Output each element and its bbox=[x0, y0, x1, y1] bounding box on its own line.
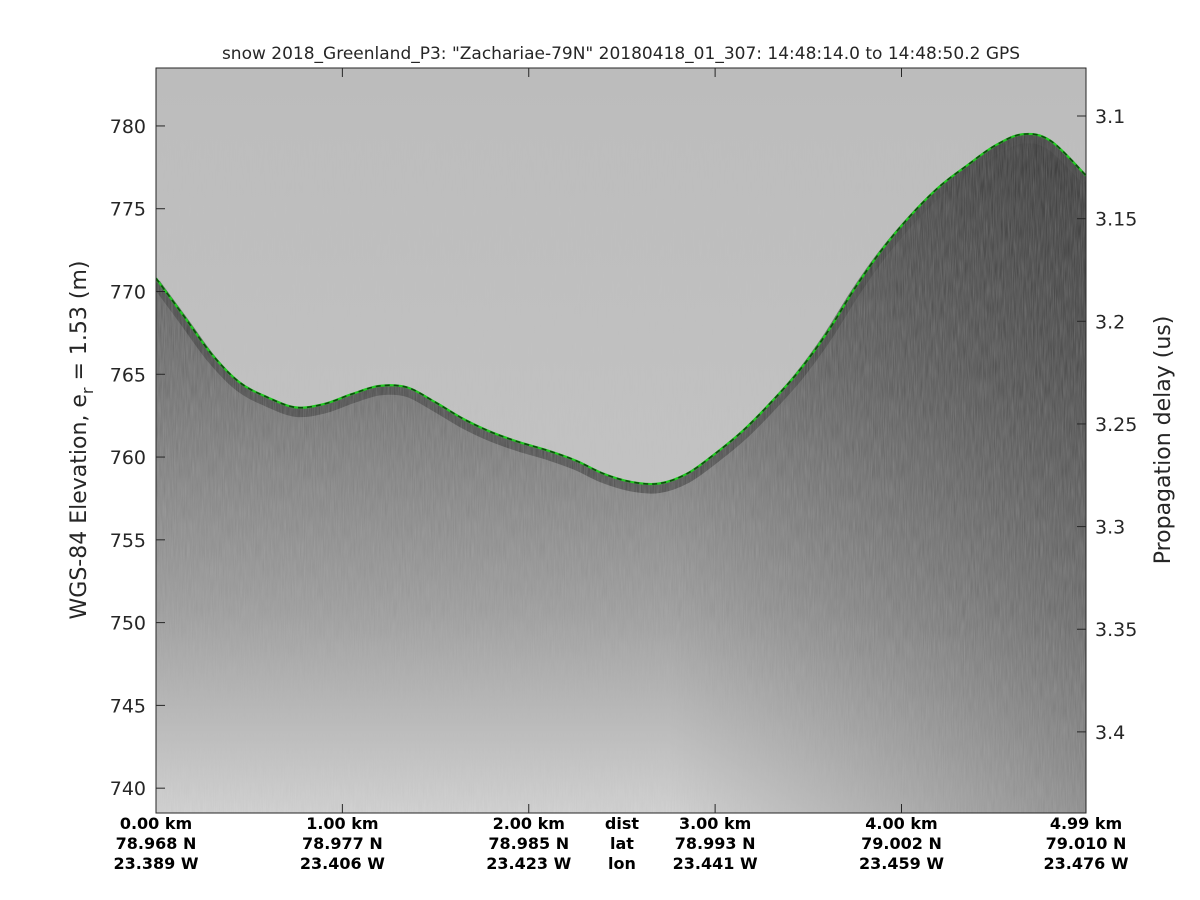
surface-pick-dashes bbox=[156, 133, 1086, 485]
x-tick-lon-label: 23.423 W bbox=[486, 854, 571, 873]
x-tick-lat-label: 79.002 N bbox=[861, 834, 942, 853]
x-tick-lat-label: 78.993 N bbox=[675, 834, 756, 853]
x-tick-lat-label: 79.010 N bbox=[1046, 834, 1127, 853]
left-tick-label: 745 bbox=[110, 695, 146, 717]
right-axis-label: Propagation delay (us) bbox=[1151, 316, 1176, 565]
left-tick-label: 760 bbox=[110, 447, 146, 469]
x-tick-lon-label: 23.441 W bbox=[673, 854, 758, 873]
plot-frame bbox=[155, 67, 1087, 814]
x-tick-dist-label: 1.00 km bbox=[306, 814, 378, 833]
x-tick-lon-label: 23.476 W bbox=[1044, 854, 1129, 873]
left-tick-label: 750 bbox=[110, 613, 146, 635]
x-tick-dist-label: 2.00 km bbox=[493, 814, 565, 833]
speckle-noise bbox=[156, 68, 1086, 813]
x-tick-lon-label: 23.459 W bbox=[859, 854, 944, 873]
left-tick-label: 765 bbox=[110, 364, 146, 386]
x-tick-lat-label: 78.977 N bbox=[302, 834, 383, 853]
right-tick-label: 3.35 bbox=[1095, 619, 1137, 641]
right-tick-label: 3.25 bbox=[1095, 414, 1137, 436]
x-tick-lat-label: 78.985 N bbox=[488, 834, 569, 853]
x-tick-lat-label: 78.968 N bbox=[116, 834, 197, 853]
right-axis: 3.1 3.15 3.2 3.25 3.3 3.35 3.4 bbox=[1077, 106, 1137, 744]
right-tick-label: 3.4 bbox=[1095, 722, 1125, 744]
x-tick-dist-label: 4.99 km bbox=[1050, 814, 1122, 833]
right-tick-label: 3.2 bbox=[1095, 311, 1125, 333]
left-tick-label: 770 bbox=[110, 282, 146, 304]
x-tick-lon-label: 23.406 W bbox=[300, 854, 385, 873]
left-tick-label: 780 bbox=[110, 116, 146, 138]
right-tick-label: 3.3 bbox=[1095, 517, 1125, 539]
right-tick-label: 3.1 bbox=[1095, 106, 1125, 128]
left-axis-label: WGS-84 Elevation, er = 1.53 (m) bbox=[67, 261, 97, 620]
left-axis: 780 775 770 765 760 755 750 745 740 bbox=[110, 116, 165, 800]
left-tick-label: 755 bbox=[110, 530, 146, 552]
x-tick-lon-label: 23.389 W bbox=[114, 854, 199, 873]
plot-area bbox=[156, 68, 1086, 813]
chart-title: snow 2018_Greenland_P3: "Zachariae-79N" … bbox=[222, 44, 1020, 64]
right-tick-label: 3.15 bbox=[1095, 209, 1137, 231]
x-tick-dist-label: 0.00 km bbox=[120, 814, 192, 833]
left-tick-label: 740 bbox=[110, 778, 146, 800]
row-label-lat: lat bbox=[610, 834, 634, 853]
row-label-lon: lon bbox=[608, 854, 636, 873]
row-label-dist: dist bbox=[605, 814, 639, 833]
x-tick-dist-label: 4.00 km bbox=[865, 814, 937, 833]
x-tick-dist-label: 3.00 km bbox=[679, 814, 751, 833]
left-tick-label: 775 bbox=[110, 199, 146, 221]
